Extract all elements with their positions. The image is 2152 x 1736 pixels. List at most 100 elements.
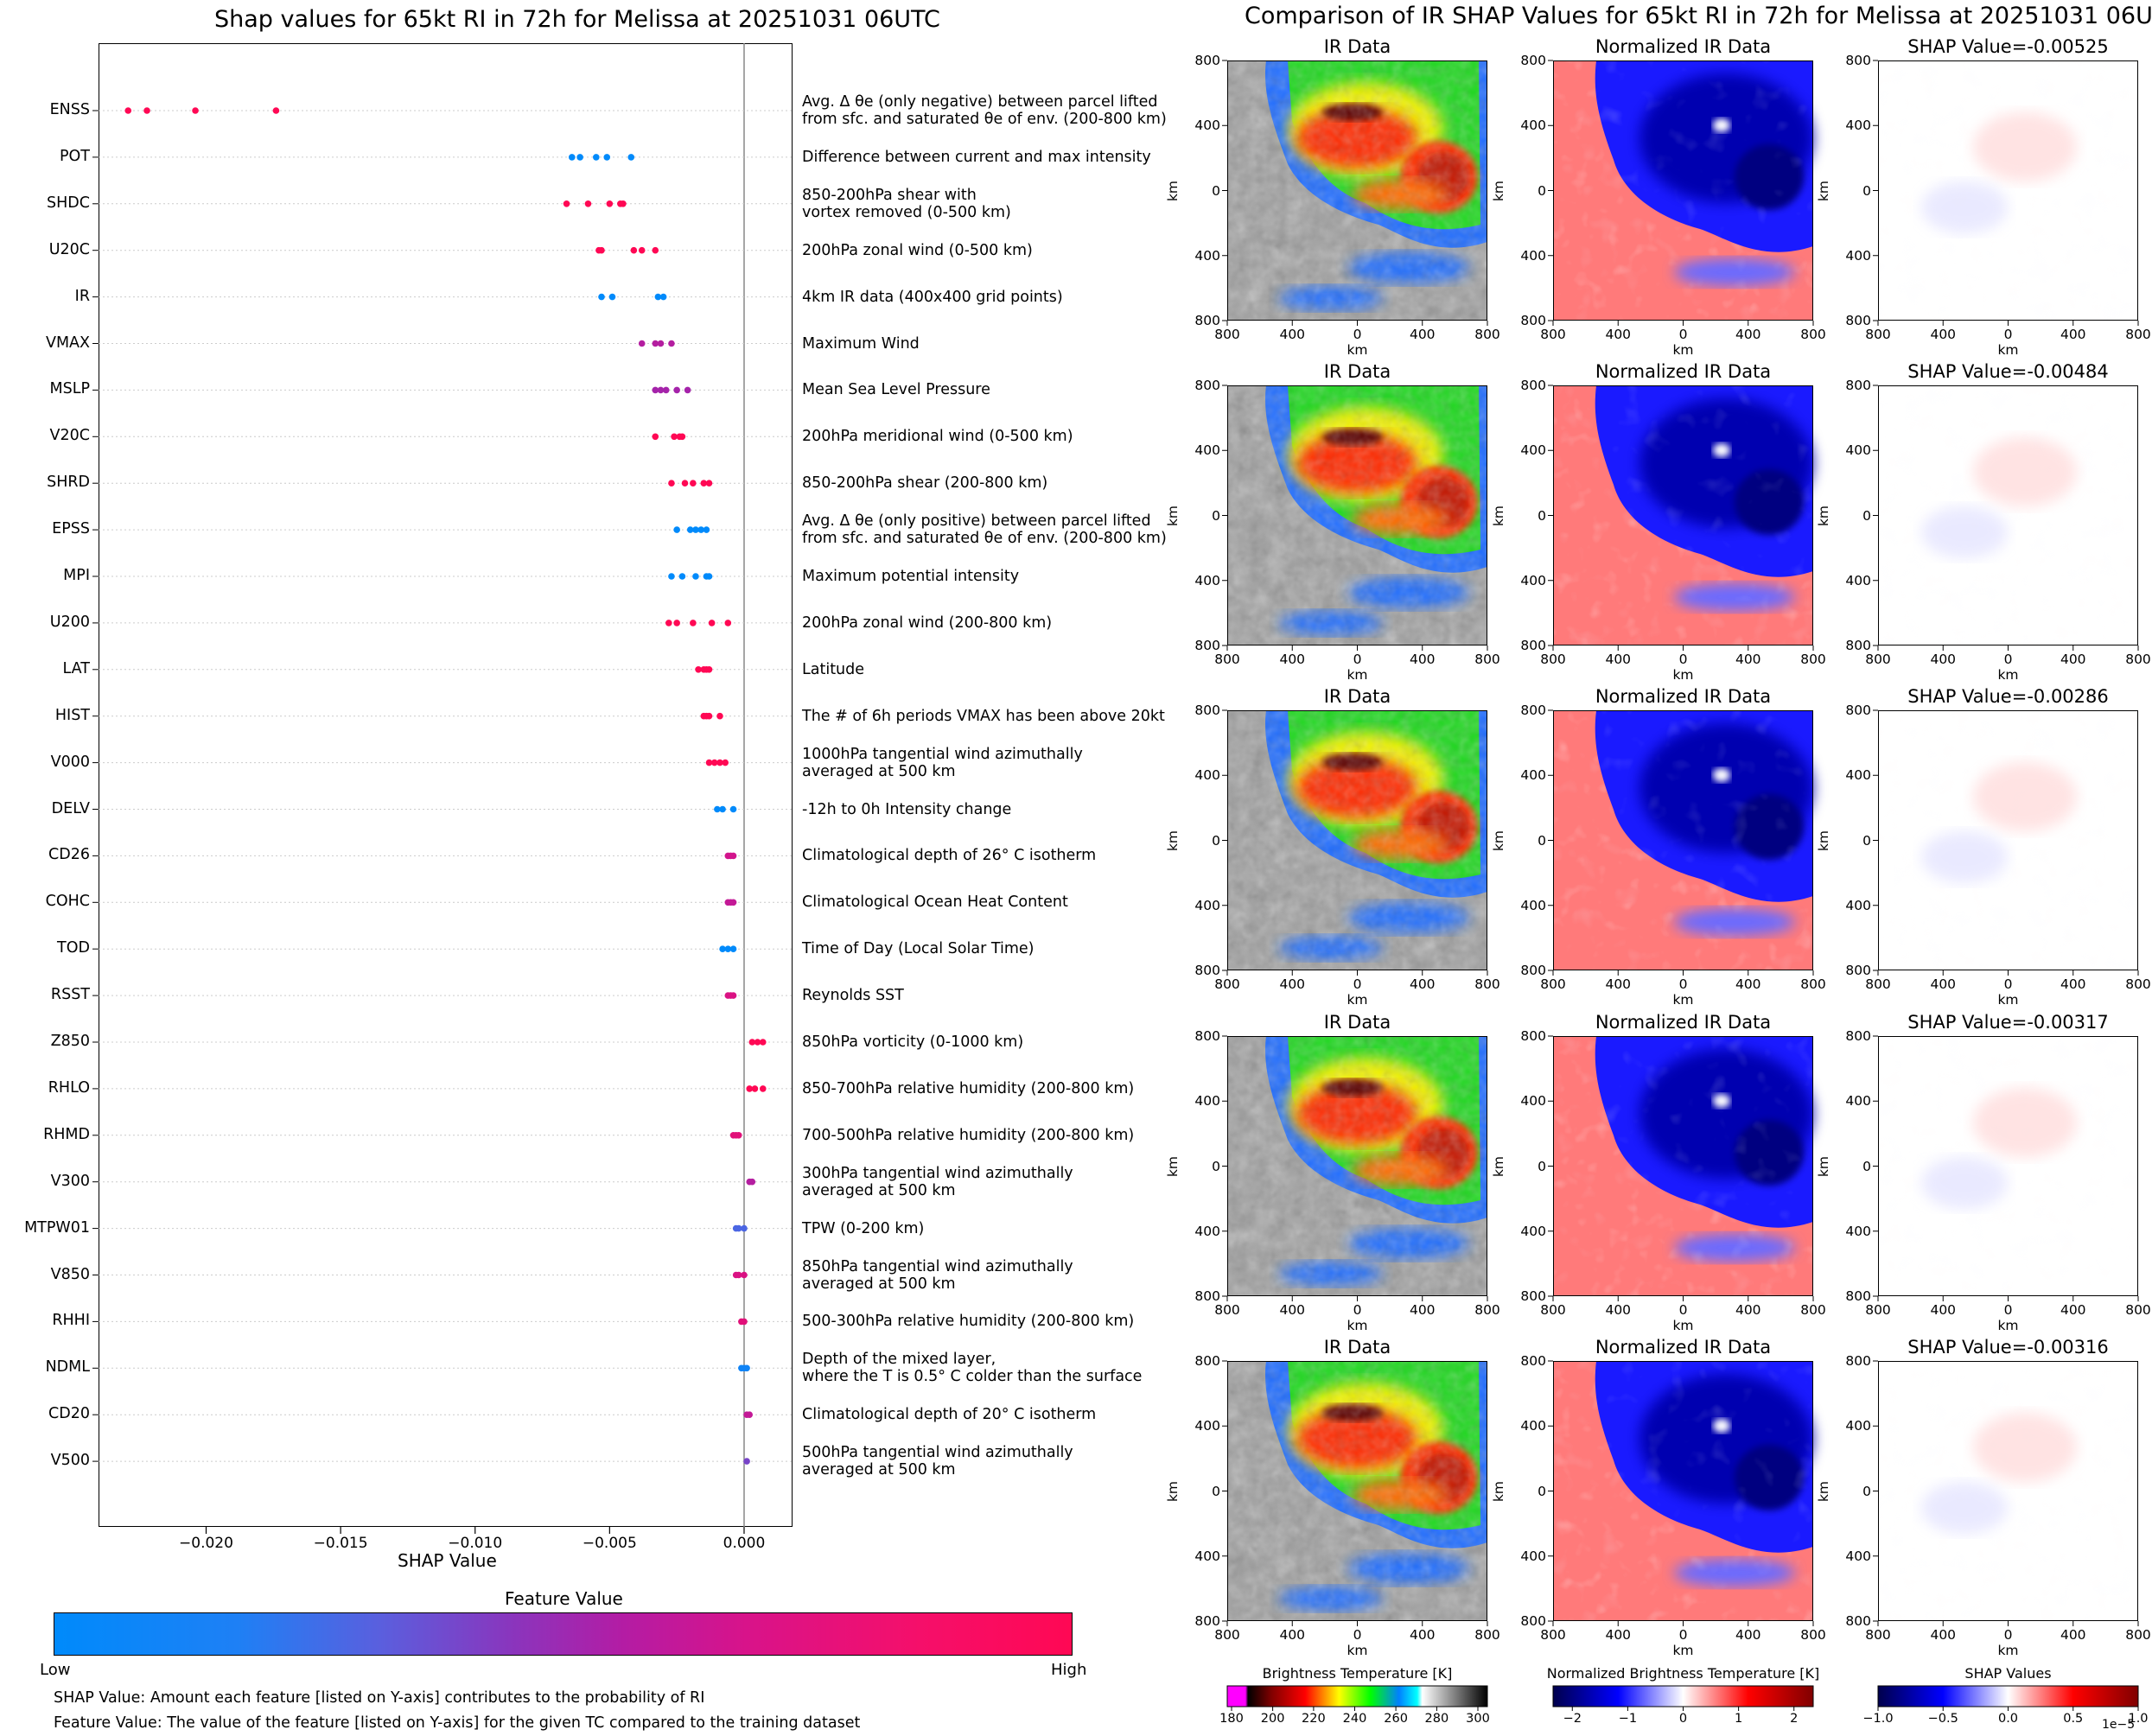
x-tick-label: 800 (1800, 1302, 1826, 1318)
feature-label-rhmd: RHMD (43, 1125, 90, 1143)
shap-point-pot (576, 154, 583, 161)
feature-desc-v850: 850hPa tangential wind azimuthally avera… (802, 1257, 1073, 1293)
feature-label-ir: IR (74, 287, 90, 305)
y-tick-label: 400 (1194, 1223, 1220, 1239)
y-tick-label: 800 (1845, 378, 1871, 393)
y-tick-label: 800 (1194, 1613, 1220, 1629)
shap-point-u200 (690, 620, 697, 626)
cb2-tick-label: 1 (1734, 1712, 1743, 1726)
shap-image (1878, 710, 2138, 970)
shap-point-v20c (678, 433, 686, 441)
y-tick-label: 0 (1212, 832, 1220, 849)
feature-desc-cd26: Climatological depth of 26° C isotherm (802, 847, 1097, 865)
x-tick-label: 800 (2125, 1627, 2151, 1643)
y-tick-label: 800 (1845, 1613, 1871, 1629)
x-tick-label: 0 (1678, 976, 1688, 992)
y-tick-label: 800 (1520, 638, 1546, 653)
y-tick-label: 400 (1520, 118, 1546, 134)
x-tick-label: 800 (1540, 652, 1566, 667)
shap-image (1878, 1036, 2138, 1296)
shap-point-shdc (584, 200, 592, 207)
shap-point-v000 (716, 759, 723, 766)
y-tick-label: 0 (1212, 182, 1220, 199)
shap-point-shrd (700, 480, 708, 486)
x-tick-label: 0 (2003, 1627, 2013, 1643)
shap-point-rhmd (735, 1132, 742, 1139)
y-axis-unit: km (1491, 180, 1506, 201)
shap-point-delv (714, 805, 721, 813)
x-tick-label: 0 (1678, 327, 1688, 342)
colorbar-low-label: Low (40, 1661, 71, 1679)
feature-desc-cohc: Climatological Ocean Heat Content (802, 893, 1068, 912)
y-tick-label: 400 (1845, 767, 1871, 784)
shap-point-z850 (759, 1039, 767, 1046)
shap-point-vmax (652, 340, 659, 347)
shap-point-epss (703, 526, 710, 533)
x-tick-label: 800 (1474, 1627, 1500, 1643)
shap-value-title: SHAP Value=-0.00484 (1907, 361, 2109, 382)
shap-point-hist (716, 712, 723, 720)
ir-data-title: IR Data (1323, 36, 1391, 57)
y-tick-label: 0 (1538, 1483, 1546, 1499)
x-tick-label: 0 (1678, 1302, 1688, 1318)
y-axis-unit: km (1816, 1480, 1831, 1502)
y-tick-label: 800 (1520, 313, 1546, 328)
cb1-tick-label: 260 (1384, 1712, 1408, 1726)
y-tick-label: 0 (1862, 832, 1871, 849)
shap-point-shrd (705, 480, 713, 486)
feature-label-epss: EPSS (52, 520, 90, 538)
cb1-tick-label: 300 (1466, 1712, 1490, 1726)
shap-point-lat (695, 666, 702, 673)
x-tick-label: 800 (1214, 327, 1240, 342)
shap-point-mpi (692, 573, 699, 580)
cb2-tick-label: −1 (1618, 1712, 1638, 1726)
shap-point-v20c (671, 433, 678, 441)
y-axis-unit: km (1816, 1155, 1831, 1177)
y-tick-label: 400 (1845, 572, 1871, 588)
y-tick-label: 400 (1520, 1093, 1546, 1110)
x-axis-unit: km (1997, 1318, 2019, 1333)
feature-desc-cd20: Climatological depth of 20° C isotherm (802, 1406, 1097, 1424)
y-tick-label: 800 (1845, 1028, 1871, 1044)
x-tick-label: 0 (2003, 976, 2013, 992)
ir-data-title: IR Data (1323, 686, 1391, 707)
y-axis-unit: km (1816, 830, 1831, 851)
panel-row-3 (1222, 709, 2139, 976)
y-tick-label: 400 (1520, 247, 1546, 264)
x-tick-label: 0 (1353, 976, 1362, 992)
y-tick-label: 400 (1520, 897, 1546, 913)
feature-label-shdc: SHDC (47, 194, 90, 212)
y-axis-unit: km (1165, 505, 1181, 526)
shap-point-delv (719, 805, 726, 813)
cb3-exponent: 1e−5 (2102, 1718, 2136, 1732)
y-tick-label: 800 (1845, 703, 1871, 718)
cb1-tick-label: 240 (1342, 1712, 1367, 1726)
x-tick-label: 0 (1353, 652, 1362, 667)
y-tick-label: 400 (1520, 572, 1546, 588)
y-tick-label: 0 (1862, 507, 1871, 524)
y-tick-label: 800 (1194, 1288, 1220, 1304)
y-tick-label: 800 (1520, 1613, 1546, 1629)
shap-point-u20c (652, 246, 659, 254)
shap-point-vmax (638, 340, 646, 347)
normalized-ir-title: Normalized IR Data (1595, 686, 1772, 707)
shap-point-epss (686, 526, 694, 533)
x-tick-label: 400 (1930, 327, 1957, 342)
y-tick-label: 400 (1520, 767, 1546, 784)
cb1-tick-label: 280 (1424, 1712, 1449, 1726)
y-tick-label: 400 (1520, 1418, 1546, 1434)
shap-point-mtpw01 (735, 1224, 742, 1232)
cb3-tick-label: 1.0 (2128, 1712, 2149, 1726)
feature-label-mtpw01: MTPW01 (24, 1218, 90, 1237)
y-tick-label: 400 (1194, 1418, 1220, 1434)
shap-note: SHAP Value: Amount each feature [listed … (54, 1689, 705, 1707)
panel-row-5 (1222, 1360, 2139, 1626)
x-tick-label: 800 (1214, 1302, 1240, 1318)
x-tick-label: 800 (1474, 327, 1500, 342)
y-tick-label: 800 (1520, 1028, 1546, 1044)
y-tick-label: 800 (1845, 313, 1871, 328)
shap-values-colorbar (1877, 1685, 2139, 1707)
feature-desc-lat: Latitude (802, 660, 865, 678)
panel-row-4 (1222, 1035, 2139, 1301)
x-tick-label: −0.010 (448, 1535, 503, 1552)
